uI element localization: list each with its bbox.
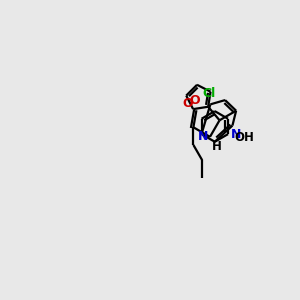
Text: O: O: [189, 94, 200, 107]
Text: N: N: [230, 128, 241, 141]
Text: O: O: [183, 97, 193, 110]
Text: OH: OH: [235, 131, 255, 145]
Text: H: H: [212, 140, 222, 153]
Text: N: N: [198, 130, 208, 143]
Text: Cl: Cl: [202, 87, 215, 100]
